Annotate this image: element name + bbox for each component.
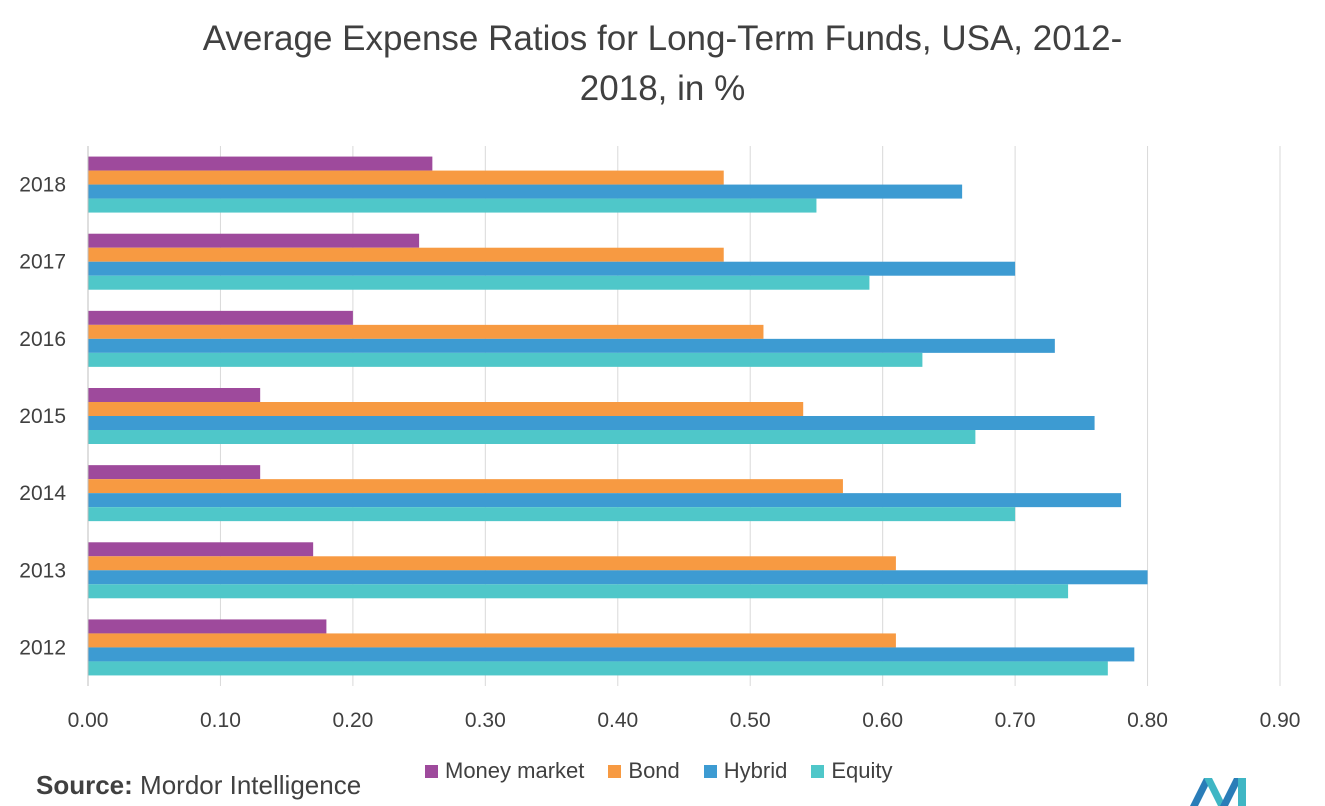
legend-label: Money market (445, 758, 585, 783)
chart-title: Average Expense Ratios for Long-Term Fun… (0, 14, 1325, 114)
legend-item: Money market (425, 758, 584, 784)
bar (88, 479, 843, 494)
bar (88, 352, 923, 367)
bar (88, 184, 963, 199)
bar (88, 338, 1055, 353)
x-tick-label: 0.50 (730, 709, 771, 732)
source-text: Mordor Intelligence (140, 770, 362, 800)
bar (88, 619, 327, 634)
y-tick-label: 2018 (19, 174, 66, 197)
legend-item: Hybrid (703, 758, 788, 784)
chart-title-line-2: 2018, in % (579, 69, 746, 108)
x-tick-label: 0.70 (995, 709, 1036, 732)
bar (88, 647, 1135, 662)
bar-chart: 0.00 0.10 0.20 0.30 0.40 0.50 0.60 0.70 0.80 0.90… (19, 146, 1301, 732)
bar (88, 570, 1148, 585)
source-label: Source: (36, 770, 133, 800)
x-tick-label: 0.00 (68, 709, 109, 732)
legend-item: Bond (608, 758, 680, 784)
bar (88, 275, 870, 290)
x-tick-label: 0.80 (1127, 709, 1168, 732)
bar (88, 430, 976, 444)
bar (88, 633, 896, 648)
bar (88, 247, 724, 262)
y-tick-label: 2016 (19, 328, 66, 351)
bar (88, 233, 420, 248)
legend-label: Equity (831, 758, 893, 783)
x-tick-label: 0.10 (200, 709, 241, 732)
legend-label: Bond (628, 758, 680, 783)
mordor-logo-icon (1190, 778, 1246, 806)
bar (88, 416, 1095, 430)
bar (88, 661, 1108, 676)
chart-legend: Money market Bond Hybrid Equity (425, 758, 917, 784)
y-tick-label: 2013 (19, 559, 66, 582)
bar (88, 170, 724, 185)
bar (88, 310, 353, 325)
bar (88, 261, 1016, 276)
bar (88, 507, 1016, 522)
legend-item: Equity (811, 758, 893, 784)
bar (88, 198, 817, 213)
legend-label: Hybrid (723, 758, 788, 783)
x-tick-label: 0.90 (1260, 709, 1301, 732)
bar (88, 493, 1122, 508)
bar (88, 465, 261, 480)
x-tick-label: 0.20 (332, 709, 373, 732)
bar (88, 584, 1069, 599)
bar (88, 388, 261, 402)
legend-swatch (425, 764, 438, 778)
bar (88, 402, 804, 416)
source-note: Source: Mordor Intelligence (36, 770, 361, 801)
chart-title-line-1: Average Expense Ratios for Long-Term Fun… (202, 19, 1123, 58)
y-tick-label: 2017 (19, 251, 66, 274)
legend-swatch (608, 764, 622, 778)
x-tick-label: 0.40 (597, 709, 638, 732)
y-tick-label: 2014 (19, 482, 66, 505)
legend-swatch (811, 764, 825, 778)
bar (88, 156, 433, 171)
bar (88, 542, 314, 557)
bar (88, 556, 896, 571)
bar (88, 324, 764, 339)
y-tick-label: 2012 (19, 636, 66, 659)
legend-swatch (703, 764, 717, 778)
x-tick-label: 0.30 (465, 709, 506, 732)
x-tick-label: 0.60 (862, 709, 903, 732)
y-tick-label: 2015 (19, 405, 66, 428)
